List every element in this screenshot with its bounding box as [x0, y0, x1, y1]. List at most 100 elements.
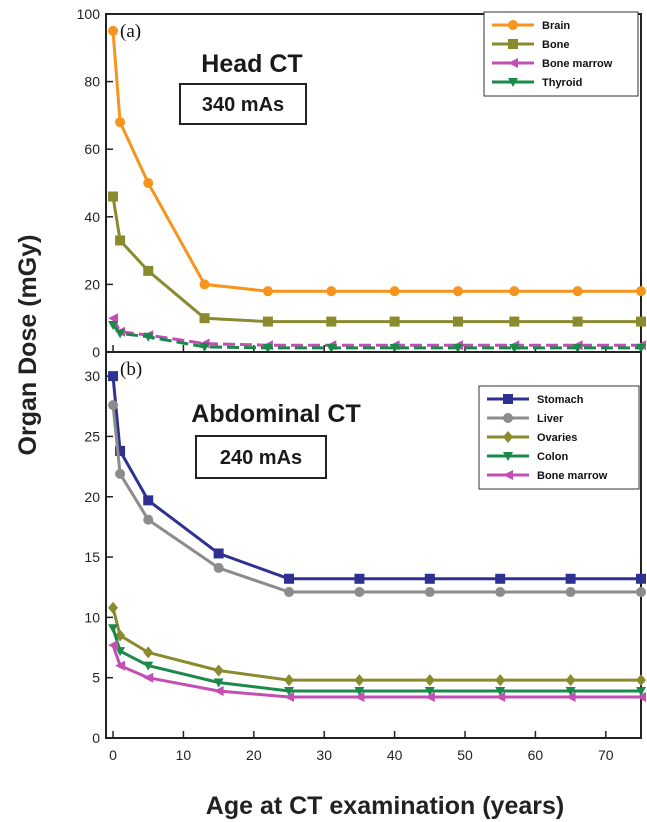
- legend-item-bone-marrow: Bone marrow: [492, 58, 613, 70]
- legend-marker: [503, 452, 513, 461]
- x-axis-label: Age at CT examination (years): [206, 792, 564, 820]
- data-point: [389, 316, 400, 327]
- data-point: [424, 691, 435, 702]
- data-point: [565, 587, 576, 598]
- data-point: [108, 601, 119, 614]
- series-line: [111, 375, 641, 581]
- data-point: [143, 514, 154, 525]
- data-point: [108, 400, 119, 411]
- y-tick-label: 10: [84, 609, 100, 625]
- legend-marker: [503, 394, 513, 404]
- y-tick-label: 80: [84, 74, 100, 90]
- data-point: [509, 316, 520, 327]
- data-point: [354, 573, 365, 584]
- data-point: [213, 562, 224, 573]
- data-point: [636, 316, 646, 327]
- x-tick-label: 70: [598, 747, 614, 763]
- data-point: [354, 674, 365, 687]
- legend-item-bone: Bone: [492, 39, 570, 51]
- mas-box: [195, 435, 327, 479]
- data-point: [213, 685, 224, 696]
- data-point: [452, 343, 463, 353]
- y-tick-label: 20: [84, 489, 100, 505]
- data-point: [424, 674, 435, 687]
- data-point: [284, 674, 295, 687]
- series-liver: [108, 400, 646, 598]
- data-point: [284, 691, 295, 702]
- y-tick-label: 40: [84, 209, 100, 225]
- y-tick-label: 0: [92, 344, 100, 360]
- data-point: [636, 343, 646, 353]
- legend-label: Bone marrow: [542, 58, 613, 70]
- legend-label: Bone marrow: [537, 470, 608, 482]
- y-axis-label: Organ Dose (mGy): [14, 235, 42, 456]
- x-tick-label: 60: [528, 747, 544, 763]
- panel-label: (a): [120, 21, 141, 42]
- data-point: [108, 313, 119, 324]
- legend-item-thyroid: Thyroid: [492, 77, 582, 89]
- data-point: [199, 313, 210, 324]
- legend-marker: [503, 431, 513, 443]
- series-colon: [108, 624, 646, 696]
- data-point: [572, 316, 583, 327]
- data-point: [115, 445, 126, 456]
- series-thyroid: [108, 320, 646, 353]
- legend-marker: [503, 413, 513, 423]
- data-point: [213, 664, 224, 677]
- data-point: [199, 279, 210, 290]
- data-point: [326, 343, 337, 353]
- legend-item-colon: Colon: [487, 451, 568, 463]
- series-line: [111, 607, 641, 682]
- legend-marker: [508, 58, 518, 68]
- data-point: [199, 342, 210, 352]
- data-point: [108, 640, 119, 651]
- legend-item-brain: Brain: [492, 20, 570, 32]
- legend-label: Thyroid: [542, 77, 582, 89]
- data-point: [115, 235, 126, 246]
- legend-item-bone-marrow: Bone marrow: [487, 470, 608, 482]
- legend-marker: [503, 470, 513, 480]
- mas-label: 340 mAs: [202, 94, 284, 116]
- data-point: [143, 495, 154, 506]
- legend-label: Brain: [542, 20, 570, 32]
- data-point: [108, 191, 119, 202]
- data-point: [115, 117, 126, 128]
- data-point: [284, 686, 295, 696]
- y-tick-label: 0: [92, 730, 100, 746]
- data-point: [213, 548, 224, 559]
- legend-item-ovaries: Ovaries: [487, 431, 577, 444]
- data-point: [326, 286, 337, 297]
- data-point: [143, 178, 154, 188]
- series-ovaries: [108, 601, 646, 687]
- data-point: [115, 660, 126, 671]
- y-tick-label: 20: [84, 276, 100, 292]
- y-tick-label: 30: [84, 368, 100, 384]
- plot-frame: [105, 351, 642, 739]
- legend-marker: [508, 78, 518, 87]
- legend-label: Stomach: [537, 394, 584, 406]
- data-point: [572, 343, 583, 353]
- legend-marker: [508, 39, 518, 49]
- series-bone-marrow: [108, 313, 646, 351]
- data-point: [115, 468, 126, 479]
- data-point: [108, 624, 119, 634]
- data-point: [636, 573, 646, 584]
- legend-marker: [508, 20, 518, 30]
- x-tick-label: 20: [246, 747, 262, 763]
- data-point: [565, 674, 576, 687]
- series-line: [111, 644, 641, 699]
- legend-label: Colon: [537, 451, 568, 463]
- y-tick-label: 60: [84, 141, 100, 157]
- x-tick-label: 0: [109, 747, 117, 763]
- data-point: [108, 371, 119, 382]
- mas-box: [179, 83, 307, 125]
- y-tick-label: 5: [92, 670, 100, 686]
- data-point: [495, 686, 506, 696]
- data-point: [572, 286, 583, 297]
- data-point: [262, 316, 273, 327]
- data-point: [495, 587, 506, 598]
- legend-item-liver: Liver: [487, 413, 564, 425]
- y-tick-label: 100: [77, 6, 101, 22]
- data-point: [354, 587, 365, 598]
